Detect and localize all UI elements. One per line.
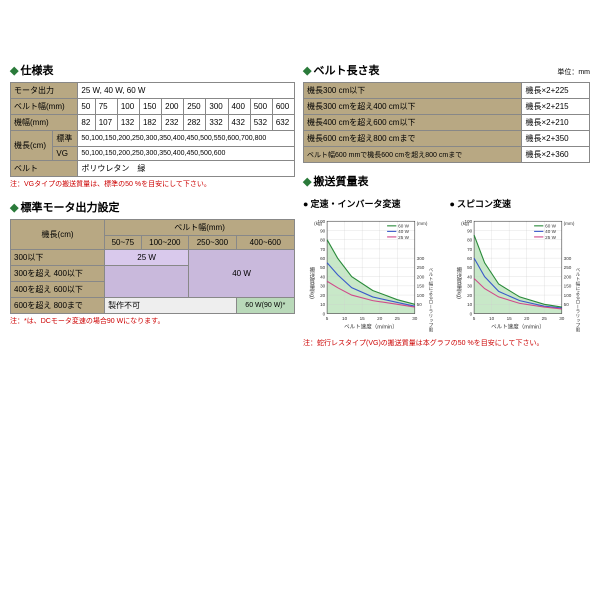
chart1-title: 定速・インバータ変速 bbox=[303, 197, 444, 210]
svg-text:10: 10 bbox=[342, 316, 348, 321]
svg-text:50: 50 bbox=[467, 265, 473, 270]
svg-text:20: 20 bbox=[524, 316, 530, 321]
spec-row-value: 25 W, 40 W, 60 W bbox=[78, 83, 295, 99]
svg-text:90: 90 bbox=[467, 228, 473, 233]
spec-row-label: 機長(cm) bbox=[11, 131, 53, 161]
svg-text:70: 70 bbox=[467, 247, 473, 252]
svg-text:80: 80 bbox=[320, 238, 326, 243]
svg-text:50: 50 bbox=[320, 265, 326, 270]
chart2: 0102030405060708090100510152025305010015… bbox=[450, 212, 591, 332]
svg-text:ベルト幅によるローラリップ限界(mm): ベルト幅によるローラリップ限界(mm) bbox=[428, 267, 434, 332]
svg-text:25 W: 25 W bbox=[398, 235, 409, 240]
charts-title: 搬送質量表 bbox=[303, 171, 590, 191]
spec-row-label: ベルト幅(mm) bbox=[11, 99, 78, 115]
chart1: 0102030405060708090100510152025305010015… bbox=[303, 212, 444, 332]
belt-length-title: ベルト長さ表 bbox=[303, 60, 379, 80]
svg-text:250: 250 bbox=[417, 265, 425, 270]
svg-text:30: 30 bbox=[559, 316, 565, 321]
svg-text:150: 150 bbox=[563, 284, 571, 289]
belt-length-table: 機長300 cm以下機長×2+225 機長300 cmを超え400 cm以下機長… bbox=[303, 82, 590, 163]
svg-text:40: 40 bbox=[467, 274, 473, 279]
motor-row-header: 機長(cm) bbox=[11, 220, 105, 250]
svg-text:80: 80 bbox=[467, 238, 473, 243]
svg-text:15: 15 bbox=[506, 316, 512, 321]
svg-text:15: 15 bbox=[360, 316, 366, 321]
svg-text:20: 20 bbox=[377, 316, 383, 321]
svg-text:ベルト幅によるローラリップ限界(mm): ベルト幅によるローラリップ限界(mm) bbox=[575, 267, 581, 332]
svg-text:25: 25 bbox=[541, 316, 547, 321]
svg-text:40 W: 40 W bbox=[398, 229, 409, 234]
chart2-title: スピコン変速 bbox=[450, 197, 591, 210]
svg-text:50: 50 bbox=[417, 302, 423, 307]
svg-text:(mm): (mm) bbox=[563, 221, 574, 226]
svg-text:5: 5 bbox=[326, 316, 329, 321]
svg-text:60 W: 60 W bbox=[398, 224, 409, 229]
svg-text:搬送質量(kg): 搬送質量(kg) bbox=[455, 266, 462, 299]
svg-text:ベルト速度（m/min）: ベルト速度（m/min） bbox=[491, 322, 545, 330]
svg-text:ベルト速度（m/min）: ベルト速度（m/min） bbox=[344, 322, 398, 330]
motor-note: 注：*は、DCモータ変速の場合90 Wになります。 bbox=[10, 317, 295, 326]
svg-text:25: 25 bbox=[395, 316, 401, 321]
svg-text:40 W: 40 W bbox=[545, 229, 556, 234]
spec-title: 仕様表 bbox=[10, 60, 295, 80]
motor-col-header: ベルト幅(mm) bbox=[105, 220, 295, 236]
svg-text:(kg): (kg) bbox=[461, 221, 469, 226]
svg-text:300: 300 bbox=[417, 256, 425, 261]
chart-note: 注：蛇行レスタイプ(VG)の搬送質量は本グラフの50 %を目安にして下さい。 bbox=[303, 338, 590, 348]
svg-text:25 W: 25 W bbox=[545, 235, 556, 240]
svg-text:250: 250 bbox=[563, 265, 571, 270]
svg-text:200: 200 bbox=[417, 274, 425, 279]
svg-text:10: 10 bbox=[467, 302, 473, 307]
unit-label: 単位：mm bbox=[557, 66, 590, 78]
motor-title: 標準モータ出力設定 bbox=[10, 197, 295, 217]
svg-text:60: 60 bbox=[467, 256, 473, 261]
svg-text:100: 100 bbox=[417, 293, 425, 298]
svg-text:150: 150 bbox=[417, 284, 425, 289]
svg-text:100: 100 bbox=[563, 293, 571, 298]
spec-row-label: ベルト bbox=[11, 161, 78, 177]
svg-text:20: 20 bbox=[467, 293, 473, 298]
spec-row-label: モータ出力 bbox=[11, 83, 78, 99]
svg-text:30: 30 bbox=[412, 316, 418, 321]
spec-sub-label: VG bbox=[53, 147, 78, 161]
svg-text:20: 20 bbox=[320, 293, 326, 298]
svg-text:(kg): (kg) bbox=[314, 221, 322, 226]
svg-text:60 W: 60 W bbox=[545, 224, 556, 229]
svg-text:30: 30 bbox=[320, 284, 326, 289]
svg-text:200: 200 bbox=[563, 274, 571, 279]
spec-row-label: 機幅(mm) bbox=[11, 115, 78, 131]
spec-sub-label: 標準 bbox=[53, 131, 78, 147]
svg-text:(mm): (mm) bbox=[417, 221, 428, 226]
svg-text:300: 300 bbox=[563, 256, 571, 261]
motor-table: 機長(cm) ベルト幅(mm) 50~75 100~200 250~300 40… bbox=[10, 219, 295, 314]
svg-text:30: 30 bbox=[467, 284, 473, 289]
svg-text:60: 60 bbox=[320, 256, 326, 261]
svg-text:5: 5 bbox=[472, 316, 475, 321]
svg-text:10: 10 bbox=[489, 316, 495, 321]
spec-note: 注：VGタイプの搬送質量は、標準の50 %を目安にして下さい。 bbox=[10, 180, 295, 189]
svg-text:50: 50 bbox=[563, 302, 569, 307]
svg-text:70: 70 bbox=[320, 247, 326, 252]
svg-text:搬送質量(kg): 搬送質量(kg) bbox=[308, 266, 315, 299]
svg-text:40: 40 bbox=[320, 274, 326, 279]
svg-text:90: 90 bbox=[320, 228, 326, 233]
svg-text:10: 10 bbox=[320, 302, 326, 307]
spec-table: モータ出力 25 W, 40 W, 60 W ベルト幅(mm) 50751001… bbox=[10, 82, 295, 177]
